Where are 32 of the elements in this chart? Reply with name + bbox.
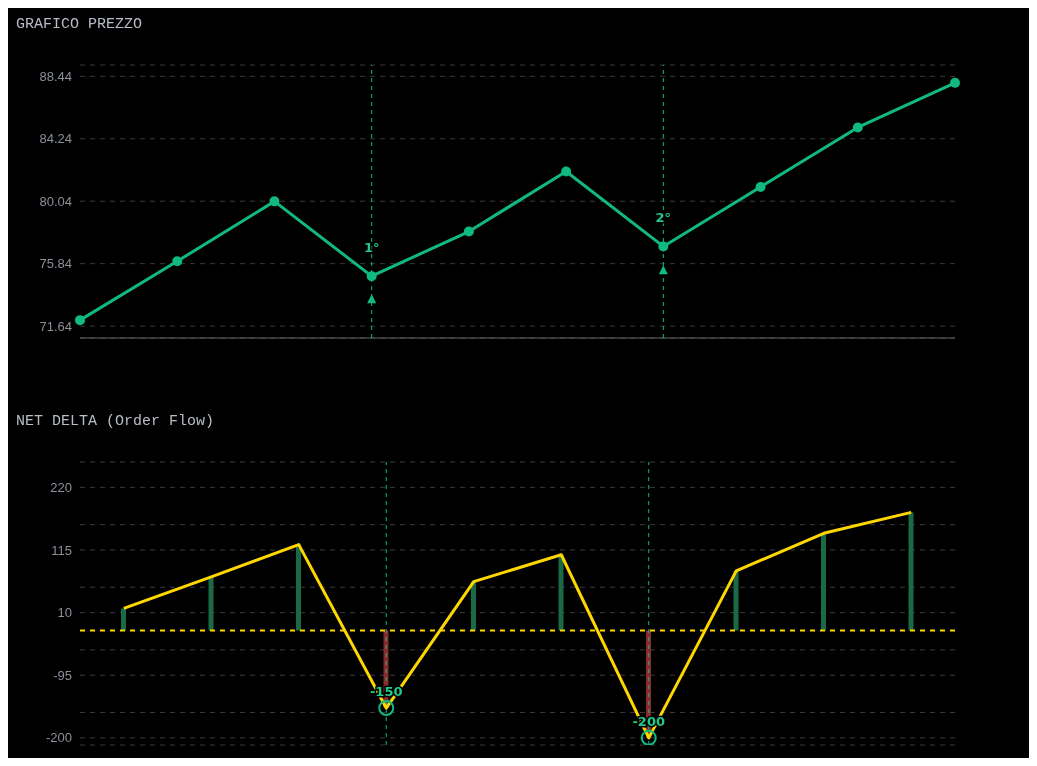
- point: [950, 77, 960, 88]
- point: [658, 241, 669, 252]
- y-tick-label: 88.44: [39, 68, 72, 84]
- point: [755, 181, 766, 192]
- bar: [908, 512, 914, 631]
- y-tick-label: 84.24: [39, 131, 72, 147]
- point: [172, 256, 183, 267]
- y-tick-label: -95: [53, 667, 72, 683]
- bar: [821, 533, 826, 631]
- point: [852, 122, 863, 133]
- point: [561, 166, 572, 177]
- annotation: 1°: [363, 240, 380, 256]
- y-tick-label: 220: [50, 479, 72, 495]
- y-tick-label: 10: [57, 605, 72, 621]
- bar: [558, 554, 564, 631]
- y-tick-label: 75.84: [39, 256, 72, 272]
- chart-title: GRAFICO PREZZO: [16, 16, 143, 33]
- bar: [121, 608, 126, 631]
- bar: [296, 544, 301, 631]
- y-tick-label: 80.04: [39, 193, 72, 209]
- bar: [733, 570, 739, 631]
- bar: [471, 581, 476, 631]
- point: [269, 196, 280, 207]
- y-tick-label: 71.64: [39, 318, 72, 334]
- bar: [208, 576, 214, 631]
- y-tick-label: -200: [45, 730, 72, 746]
- y-tick-label: 115: [51, 542, 72, 558]
- point: [75, 315, 85, 326]
- annotation: 2°: [655, 210, 672, 226]
- point: [463, 226, 474, 237]
- point: [366, 271, 377, 282]
- chart-title: NET DELTA (Order Flow): [16, 413, 215, 430]
